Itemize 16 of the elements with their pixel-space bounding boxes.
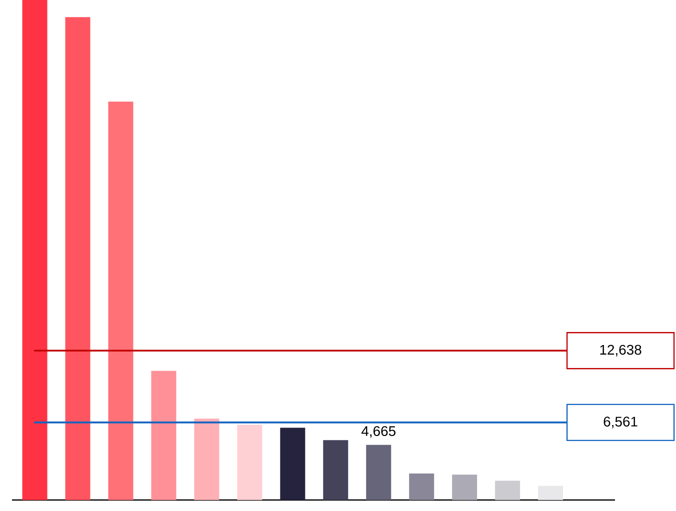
bar xyxy=(237,424,262,500)
bar xyxy=(65,17,90,500)
ref-line-label: 12,638 xyxy=(600,344,642,356)
bar xyxy=(452,474,478,500)
bar xyxy=(323,440,348,500)
bar xyxy=(409,474,434,500)
bar xyxy=(538,486,564,500)
bar xyxy=(151,370,176,500)
bar xyxy=(108,102,134,500)
data-label: 4,665 xyxy=(361,426,396,438)
bar xyxy=(280,428,306,500)
bar xyxy=(194,418,220,500)
bar xyxy=(22,0,48,500)
bar xyxy=(366,444,392,500)
ref-line-label: 6,561 xyxy=(604,416,638,428)
bar xyxy=(495,480,520,500)
